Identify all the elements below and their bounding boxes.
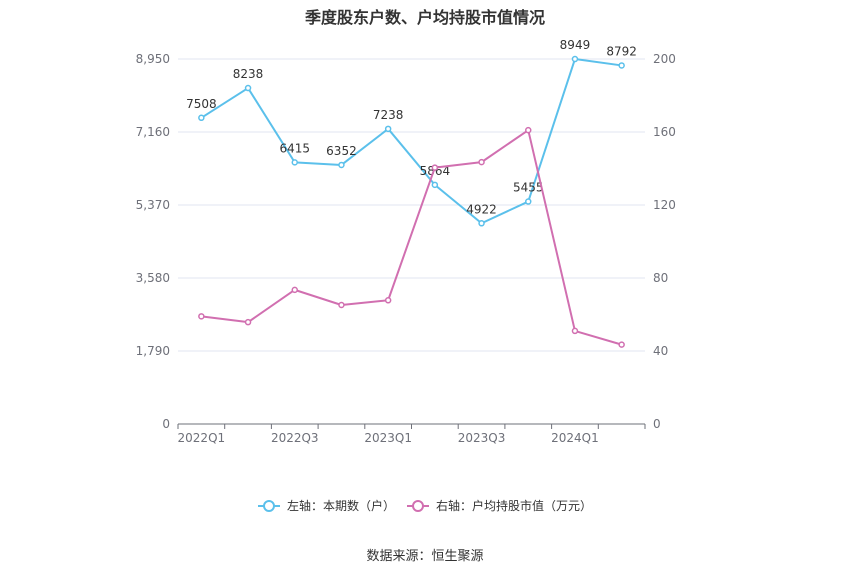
data-point [338,161,345,169]
data-point [244,84,252,92]
legend-marker [412,500,424,512]
data-point [525,126,532,134]
x-axis-tick-label: 2023Q3 [458,431,506,445]
left-axis-tick-label: 0 [162,417,170,431]
data-label: 8949 [560,38,591,52]
data-point [198,114,205,122]
x-axis-tick-label: 2023Q1 [364,431,412,445]
data-point [478,158,485,166]
left-axis-tick-label: 3,580 [136,271,170,285]
x-axis-tick-label: 2024Q1 [551,431,599,445]
data-point [431,181,439,189]
legend-label: 右轴：户均持股市值（万元） [436,498,592,513]
data-point [618,341,625,348]
data-point [618,62,625,69]
data-label: 7508 [186,97,217,111]
x-axis-tick-label: 2022Q3 [271,431,319,445]
right-axis-tick-label: 80 [653,271,668,285]
data-point [338,301,345,309]
x-axis-tick-label: 2022Q1 [178,431,226,445]
right-axis-tick-label: 160 [653,125,676,139]
data-point [384,297,392,304]
left-axis-tick-label: 7,160 [136,125,170,139]
series-line-holders [200,58,622,225]
data-point [291,286,298,294]
data-label: 6352 [326,144,357,158]
data-label: 6415 [279,141,310,155]
left-axis-tick-label: 8,950 [136,52,170,66]
right-axis-tick-label: 0 [653,417,661,431]
data-label: 8238 [233,67,264,81]
left-axis-tick-label: 1,790 [136,344,170,358]
data-point [384,125,392,133]
data-point [571,55,579,63]
source-text: 数据来源：恒生聚源 [366,549,484,564]
right-axis-tick-label: 200 [653,52,676,66]
data-label: 4922 [466,202,497,216]
data-label: 7238 [373,108,404,122]
data-point [244,318,252,326]
data-point [525,198,532,205]
data-point [291,159,298,166]
left-axis-tick-label: 5,370 [136,198,170,212]
data-label: 8792 [606,44,637,58]
series-line-market-value [201,129,622,346]
right-axis-tick-label: 40 [653,344,668,358]
legend-marker [263,500,275,512]
data-point [478,220,485,227]
right-axis-tick-label: 120 [653,198,676,212]
data-point [431,164,439,171]
data-label: 5455 [513,181,544,195]
legend-label: 左轴：本期数（户） [287,498,395,513]
data-point [571,327,579,335]
data-point [198,313,205,320]
chart-title: 季度股东户数、户均持股市值情况 [304,8,545,27]
